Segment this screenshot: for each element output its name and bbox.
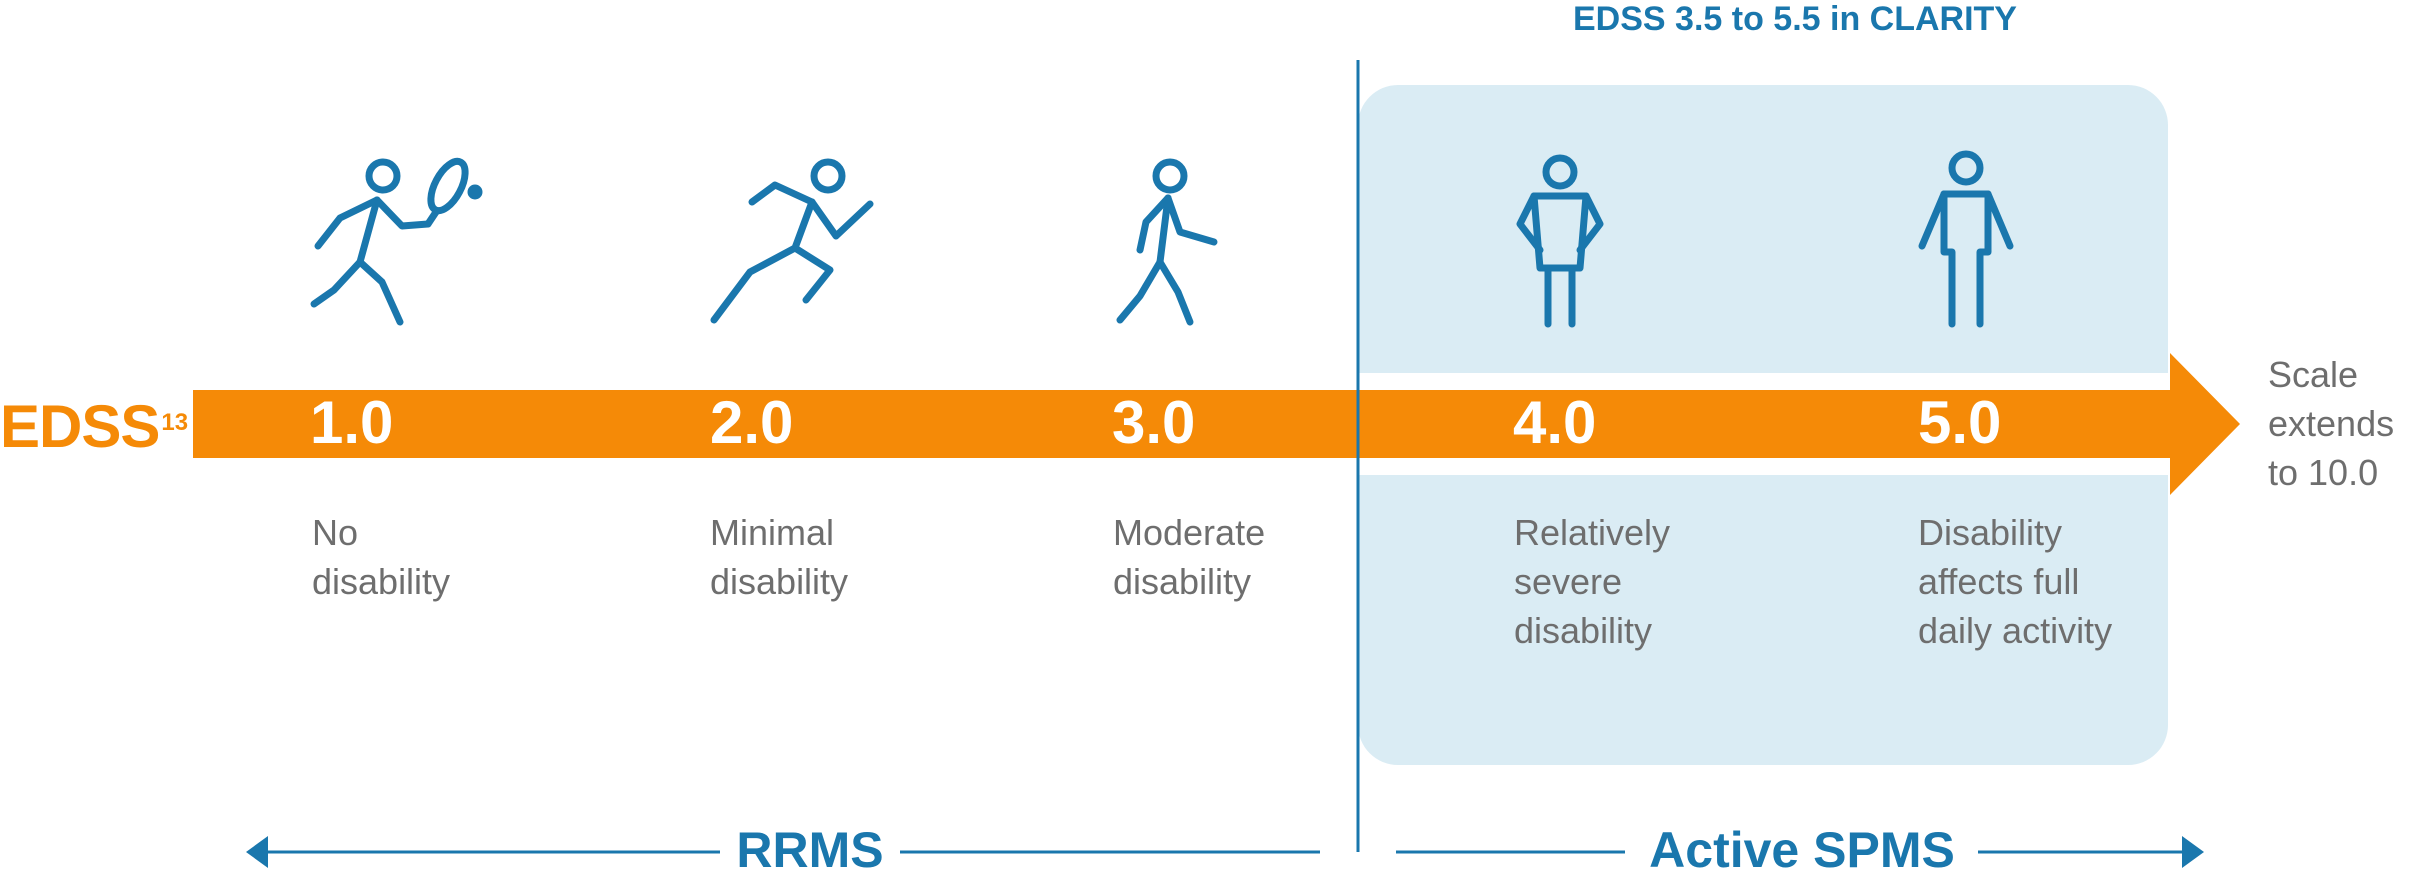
score-label-4: 4.0 [1513, 389, 1597, 456]
edss-scale-arrow [193, 353, 2240, 495]
description-line: disability [1113, 561, 1252, 602]
score-label-5: 5.0 [1918, 389, 2002, 456]
walking-person-icon [1116, 158, 1218, 326]
description-line: Disability [1918, 512, 2063, 553]
standing-person-icon [1918, 150, 2014, 328]
arrow-band-top [1358, 373, 2170, 390]
step-description-4: Relatively severe disability [1514, 508, 1814, 655]
score-label-3: 3.0 [1112, 389, 1196, 456]
running-person-icon [710, 158, 874, 324]
clarity-range-title: EDSS 3.5 to 5.5 in CLARITY [1573, 0, 2017, 38]
description-line: Moderate [1113, 512, 1266, 553]
score-label-2: 2.0 [710, 389, 794, 456]
active-spms-span-arrow [1396, 836, 2204, 868]
scale-continuation-note: Scale extends to 10.0 [2268, 354, 2395, 493]
description-line: disability [710, 561, 849, 602]
edss-reference-superscript: 13 [161, 409, 189, 436]
person-hands-on-hips-icon [1516, 154, 1604, 328]
tennis-player-icon [310, 157, 483, 326]
rrms-span-arrow [246, 836, 1320, 868]
edss-label-text: EDSS [0, 393, 160, 460]
score-label-1: 1.0 [310, 389, 394, 456]
description-line: Minimal [710, 512, 835, 553]
active-spms-phase-label: Active SPMS [1649, 822, 1955, 878]
arrow-band-bottom [1358, 458, 2170, 475]
description-line: No [312, 512, 359, 553]
description-line: severe [1514, 561, 1623, 602]
description-line: affects full [1918, 561, 2080, 602]
step-description-2: Minimal disability [710, 508, 1010, 606]
description-line: Relatively [1514, 512, 1671, 553]
description-line: disability [312, 561, 451, 602]
step-description-3: Moderate disability [1113, 508, 1413, 606]
step-description-5: Disability affects full daily activity [1918, 508, 2218, 655]
step-description-1: No disability [312, 508, 612, 606]
description-line: disability [1514, 610, 1653, 651]
description-line: daily activity [1918, 610, 2113, 651]
edss-axis-label: EDSS13 [0, 392, 188, 462]
rrms-phase-label: RRMS [736, 822, 884, 878]
